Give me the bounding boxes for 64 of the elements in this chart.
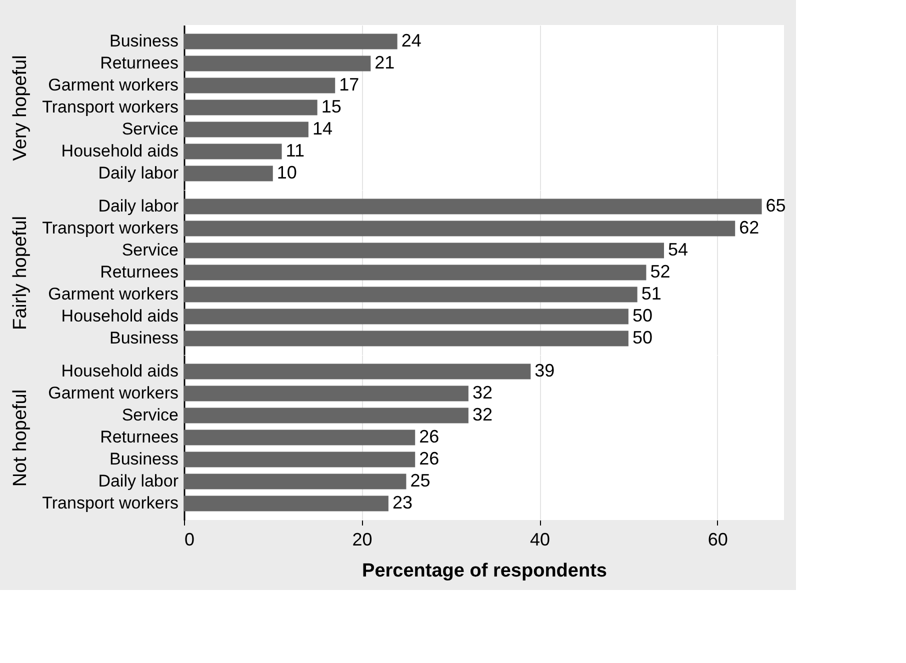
data-label: 65 (766, 196, 786, 216)
y-tick-label: Returnees (100, 54, 178, 72)
x-tick-label: 60 (708, 530, 728, 550)
y-tick-label: Household aids (61, 306, 178, 326)
y-tick-label: Garment workers (48, 384, 178, 402)
y-tick-label: Transport workers (42, 218, 178, 238)
y-tick-label: Business (110, 32, 178, 50)
data-label: 39 (534, 360, 555, 380)
data-label: 23 (392, 492, 412, 512)
data-label: 21 (374, 52, 395, 72)
data-label: 32 (472, 382, 492, 402)
bar (184, 56, 371, 72)
y-tick-label: Service (122, 406, 178, 424)
x-tick-label: 20 (352, 530, 372, 550)
data-label: 11 (286, 140, 304, 160)
y-tick-label: Returnees (100, 262, 178, 282)
x-tick-label: 0 (184, 530, 195, 550)
data-label: 10 (276, 162, 297, 182)
data-label: 32 (472, 404, 492, 424)
data-label: 25 (410, 470, 430, 490)
y-tick-label: Service (122, 120, 178, 138)
data-label: 50 (632, 306, 652, 326)
data-label: 54 (668, 240, 688, 260)
x-tick-label: 40 (530, 530, 550, 550)
y-tick-label: Household aids (61, 142, 178, 160)
data-label: 62 (739, 218, 760, 238)
y-tick-label: Garment workers (48, 76, 178, 94)
bar (184, 122, 308, 138)
bar (184, 264, 646, 280)
bar (184, 330, 628, 346)
y-tick-label: Daily labor (98, 472, 179, 490)
data-label: 14 (312, 118, 332, 138)
y-tick-label: Garment workers (48, 284, 178, 304)
x-axis-title: Percentage of respondents (362, 560, 607, 582)
data-label: 26 (419, 448, 440, 468)
data-label: 51 (641, 284, 662, 304)
y-tick-label: Business (110, 450, 178, 468)
data-label: 15 (321, 96, 342, 116)
y-tick-label: Transport workers (42, 494, 178, 512)
bar (184, 220, 736, 236)
y-tick-label: Transport workers (42, 98, 178, 116)
data-label: 52 (650, 262, 670, 282)
bar (184, 78, 336, 94)
data-label: 26 (419, 426, 440, 446)
bar (184, 166, 273, 182)
y-tick-label: Service (122, 240, 178, 260)
bar (184, 100, 318, 116)
data-label: 24 (401, 30, 422, 50)
bar (184, 286, 638, 302)
bar (184, 242, 664, 258)
bar (184, 34, 398, 50)
y-tick-label: Business (110, 328, 178, 348)
y-tick-label: Daily labor (98, 164, 179, 182)
bar (184, 198, 762, 214)
bar (184, 308, 628, 324)
bar (184, 144, 282, 160)
data-label: 50 (632, 328, 652, 348)
y-axis-title: Not hopeful (10, 389, 32, 487)
data-label: 17 (339, 74, 360, 94)
y-tick-label: Returnees (100, 428, 178, 446)
y-tick-label: Household aids (61, 362, 178, 380)
y-axis-title: Fairly hopeful (10, 216, 32, 330)
y-axis-title: Very hopeful (10, 55, 32, 161)
y-tick-label: Daily labor (98, 196, 179, 216)
